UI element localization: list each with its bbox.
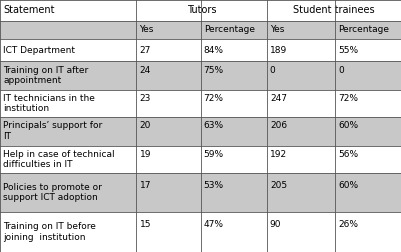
- Bar: [0, 0, 401, 21]
- Text: 20: 20: [140, 121, 151, 131]
- Text: 247: 247: [270, 94, 287, 103]
- Text: 55%: 55%: [338, 46, 358, 55]
- Text: Tutors: Tutors: [187, 5, 216, 15]
- Bar: [0, 146, 401, 173]
- Text: Yes: Yes: [140, 25, 154, 34]
- Text: IT technicians in the
institution: IT technicians in the institution: [3, 94, 95, 113]
- Text: Policies to promote or
support ICT adoption: Policies to promote or support ICT adopt…: [3, 183, 102, 202]
- Text: 189: 189: [270, 46, 287, 55]
- Text: 60%: 60%: [338, 181, 358, 190]
- Text: 24: 24: [140, 66, 151, 75]
- Text: 90: 90: [270, 220, 282, 229]
- Text: 60%: 60%: [338, 121, 358, 131]
- Text: Percentage: Percentage: [204, 25, 255, 34]
- Bar: [0, 117, 401, 146]
- Text: ICT Department: ICT Department: [3, 46, 75, 55]
- Text: 72%: 72%: [204, 94, 224, 103]
- Text: 56%: 56%: [338, 150, 358, 159]
- Bar: [0, 173, 401, 212]
- Text: 19: 19: [140, 150, 151, 159]
- Text: Help in case of technical
difficulties in IT: Help in case of technical difficulties i…: [3, 150, 115, 169]
- Text: 47%: 47%: [204, 220, 224, 229]
- Bar: [0, 61, 401, 90]
- Text: Training on IT before
joining  institution: Training on IT before joining institutio…: [3, 223, 96, 242]
- Text: 84%: 84%: [204, 46, 224, 55]
- Text: 0: 0: [338, 66, 344, 75]
- Text: 26%: 26%: [338, 220, 358, 229]
- Text: 15: 15: [140, 220, 151, 229]
- Text: Statement: Statement: [3, 5, 55, 15]
- Text: Percentage: Percentage: [338, 25, 389, 34]
- Bar: [0, 21, 401, 39]
- Text: Student trainees: Student trainees: [293, 5, 375, 15]
- Bar: [0, 39, 401, 61]
- Text: 206: 206: [270, 121, 287, 131]
- Text: 0: 0: [270, 66, 275, 75]
- Text: 27: 27: [140, 46, 151, 55]
- Text: Yes: Yes: [270, 25, 284, 34]
- Text: Training on IT after
appointment: Training on IT after appointment: [3, 66, 89, 85]
- Text: 75%: 75%: [204, 66, 224, 75]
- Bar: [0, 90, 401, 117]
- Text: 192: 192: [270, 150, 287, 159]
- Text: Principals’ support for
IT: Principals’ support for IT: [3, 121, 103, 141]
- Text: 53%: 53%: [204, 181, 224, 190]
- Text: 72%: 72%: [338, 94, 358, 103]
- Text: 23: 23: [140, 94, 151, 103]
- Text: 59%: 59%: [204, 150, 224, 159]
- Text: 17: 17: [140, 181, 151, 190]
- Text: 63%: 63%: [204, 121, 224, 131]
- Text: 205: 205: [270, 181, 287, 190]
- Bar: [0, 212, 401, 252]
